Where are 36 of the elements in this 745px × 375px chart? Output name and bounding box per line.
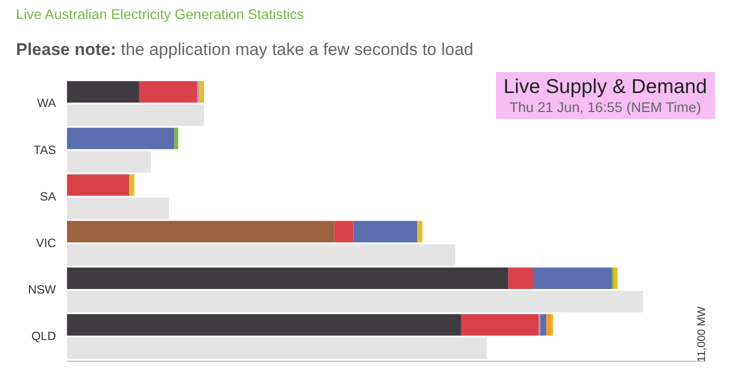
annotation: Live Supply & Demand [504, 76, 707, 99]
bar [67, 151, 152, 172]
bar [139, 81, 198, 103]
bar [67, 198, 169, 220]
bar [67, 290, 643, 312]
y-tick-label: TAS [34, 142, 56, 157]
bar [546, 314, 552, 336]
bar [67, 128, 174, 150]
bar [67, 314, 461, 336]
bar [540, 314, 546, 336]
bar [353, 220, 418, 242]
y-tick-label: WA [37, 96, 56, 110]
bar [67, 268, 508, 289]
bar [67, 174, 130, 196]
bar [67, 244, 456, 266]
bar [67, 104, 204, 126]
bar [417, 220, 422, 242]
chart-subtitle: Please note: the application may take a few seconds to load [16, 40, 474, 60]
bar [508, 268, 533, 289]
bar [614, 268, 618, 289]
bar [460, 314, 539, 336]
bar [532, 268, 612, 289]
y-tick-label: NSW [28, 282, 57, 297]
y-tick-label: QLD [31, 329, 56, 344]
bar [67, 81, 139, 103]
y-tick-label: VIC [36, 236, 56, 250]
bar [129, 174, 134, 196]
annotation: Thu 21 Jun, 16:55 (NEM Time) [508, 99, 702, 115]
chart-title: Live Australian Electricity Generation Statistics [16, 6, 304, 22]
text: 11,000 MW [696, 306, 708, 362]
bar [334, 220, 354, 242]
bar [174, 128, 178, 150]
y-tick-label: SA [40, 189, 56, 204]
bar [67, 220, 334, 242]
bar [67, 337, 487, 359]
bar [198, 81, 204, 103]
